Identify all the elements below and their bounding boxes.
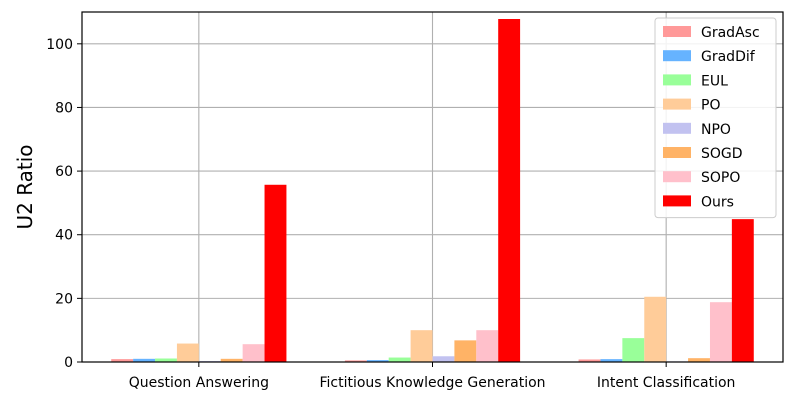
- legend-swatch-npo: [663, 122, 691, 134]
- legend-swatch-po: [663, 98, 691, 110]
- y-tick-label: 100: [46, 37, 73, 53]
- y-tick-label: 40: [55, 228, 73, 244]
- legend-label-gradasc: GradAsc: [701, 25, 760, 41]
- legend: GradAsc GradDif EUL PO NPO SOGD SOPO Ours: [654, 17, 777, 219]
- legend-label-ours: Ours: [701, 194, 734, 210]
- bar-gradasc-1: [344, 360, 367, 362]
- y-tick-label: 20: [55, 291, 73, 307]
- bar-po-2: [644, 296, 667, 362]
- bar-sopo-1: [476, 330, 499, 362]
- legend-swatch-sogd: [663, 147, 691, 158]
- y-tick-label: 80: [55, 100, 73, 116]
- x-axis-ticks: Question Answering Fictitious Knowledge G…: [129, 362, 736, 391]
- bar-po-1: [410, 330, 433, 362]
- x-tick-label: Fictitious Knowledge Generation: [319, 375, 545, 391]
- bar-po-0: [176, 343, 199, 362]
- legend-swatch-gradasc: [663, 26, 691, 37]
- bar-sopo-0: [242, 344, 265, 362]
- bar-graddif-2: [600, 359, 623, 362]
- y-tick-label: 60: [55, 164, 73, 180]
- bar-ours-2: [731, 219, 754, 362]
- legend-label-po: PO: [701, 98, 720, 114]
- bar-gradasc-0: [111, 359, 134, 362]
- legend-swatch-graddif: [663, 50, 691, 62]
- bar-ours-1: [498, 19, 521, 362]
- legend-label-graddif: GradDif: [701, 49, 756, 65]
- bar-eul-0: [155, 358, 177, 362]
- bar-graddif-0: [133, 358, 156, 362]
- legend-box: [654, 17, 777, 219]
- bar-sogd-1: [454, 340, 477, 362]
- bar-eul-2: [622, 338, 645, 362]
- bars: [111, 19, 754, 362]
- y-axis-label: U2 Ratio: [13, 144, 37, 229]
- y-axis-ticks: 0 20 40 60 80 100: [46, 37, 82, 371]
- bar-ours-0: [264, 184, 287, 362]
- y-tick-label: 0: [64, 355, 73, 371]
- bar-npo-1: [432, 356, 455, 362]
- legend-label-sogd: SOGD: [701, 146, 743, 162]
- legend-swatch-ours: [663, 195, 691, 207]
- legend-swatch-sopo: [663, 171, 691, 183]
- x-tick-label: Question Answering: [129, 375, 269, 391]
- bar-graddif-1: [366, 360, 389, 362]
- legend-label-eul: EUL: [701, 73, 728, 89]
- bar-sogd-0: [220, 358, 243, 362]
- x-tick-label: Intent Classification: [597, 375, 736, 391]
- bar-gradasc-2: [578, 359, 601, 362]
- legend-swatch-eul: [663, 74, 691, 86]
- legend-label-sopo: SOPO: [701, 170, 740, 186]
- bar-sopo-2: [709, 302, 732, 362]
- bar-sogd-2: [688, 358, 710, 362]
- legend-label-npo: NPO: [701, 122, 731, 138]
- bar-eul-1: [388, 357, 411, 362]
